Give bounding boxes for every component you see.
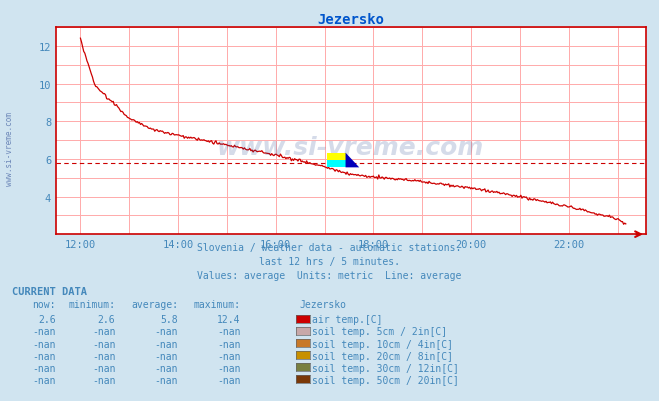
Text: -nan: -nan (154, 327, 178, 336)
Text: -nan: -nan (217, 375, 241, 385)
Text: -nan: -nan (32, 375, 56, 385)
Text: minimum:: minimum: (69, 300, 115, 310)
Text: Values: average  Units: metric  Line: average: Values: average Units: metric Line: aver… (197, 271, 462, 281)
Text: 5.8: 5.8 (160, 315, 178, 324)
Text: average:: average: (131, 300, 178, 310)
Text: -nan: -nan (154, 351, 178, 360)
Text: air temp.[C]: air temp.[C] (312, 315, 382, 324)
Text: -nan: -nan (217, 327, 241, 336)
Text: -nan: -nan (154, 339, 178, 348)
Text: -nan: -nan (92, 339, 115, 348)
Text: -nan: -nan (32, 339, 56, 348)
Text: -nan: -nan (32, 327, 56, 336)
Text: maximum:: maximum: (194, 300, 241, 310)
Text: -nan: -nan (92, 351, 115, 360)
Text: soil temp. 20cm / 8in[C]: soil temp. 20cm / 8in[C] (312, 351, 453, 360)
Text: Jezersko: Jezersko (300, 300, 347, 310)
Text: now:: now: (32, 300, 56, 310)
Text: 12.4: 12.4 (217, 315, 241, 324)
Text: -nan: -nan (217, 351, 241, 360)
Text: -nan: -nan (92, 363, 115, 373)
Bar (327, 161, 345, 168)
Text: www.si-vreme.com: www.si-vreme.com (217, 136, 484, 160)
Text: -nan: -nan (92, 327, 115, 336)
Text: 2.6: 2.6 (98, 315, 115, 324)
Text: www.si-vreme.com: www.si-vreme.com (5, 111, 14, 185)
Text: -nan: -nan (154, 375, 178, 385)
Text: -nan: -nan (154, 363, 178, 373)
Text: Slovenia / weather data - automatic stations.: Slovenia / weather data - automatic stat… (197, 243, 462, 253)
Text: -nan: -nan (32, 351, 56, 360)
Text: soil temp. 30cm / 12in[C]: soil temp. 30cm / 12in[C] (312, 363, 459, 373)
Text: soil temp. 5cm / 2in[C]: soil temp. 5cm / 2in[C] (312, 327, 447, 336)
Title: Jezersko: Jezersko (318, 13, 384, 27)
Polygon shape (345, 153, 359, 168)
Text: last 12 hrs / 5 minutes.: last 12 hrs / 5 minutes. (259, 257, 400, 267)
Bar (327, 153, 345, 161)
Text: soil temp. 50cm / 20in[C]: soil temp. 50cm / 20in[C] (312, 375, 459, 385)
Text: 2.6: 2.6 (38, 315, 56, 324)
Text: soil temp. 10cm / 4in[C]: soil temp. 10cm / 4in[C] (312, 339, 453, 348)
Text: -nan: -nan (217, 363, 241, 373)
Text: -nan: -nan (32, 363, 56, 373)
Text: -nan: -nan (92, 375, 115, 385)
Text: CURRENT DATA: CURRENT DATA (12, 287, 87, 297)
Text: -nan: -nan (217, 339, 241, 348)
